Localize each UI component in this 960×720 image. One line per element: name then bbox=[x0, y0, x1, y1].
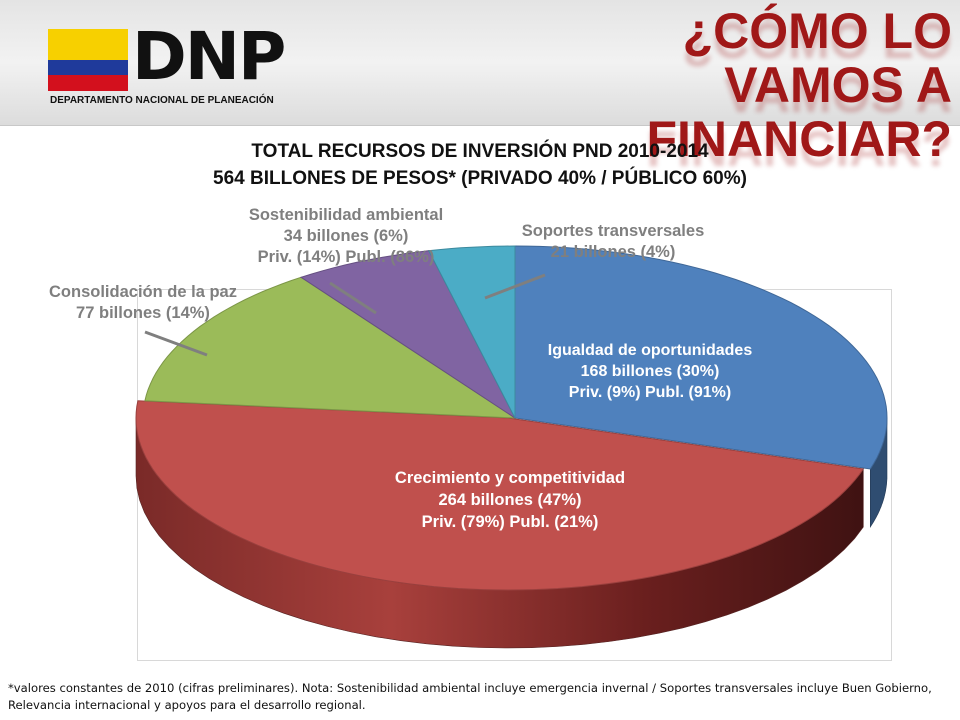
pie-slices bbox=[135, 245, 888, 591]
slice-label-sostenibilidad-ambiental: Sostenibilidad ambiental 34 billones (6%)… bbox=[249, 206, 443, 266]
footnote: *valores constantes de 2010 (cifras prel… bbox=[8, 681, 932, 712]
slide-title-line2: FINANCIAR? bbox=[646, 111, 952, 167]
slice-consolidaci-n-de-la-paz bbox=[144, 276, 517, 419]
slice-label-line: 264 billones (47%) bbox=[438, 491, 581, 509]
colombia-flag-icon bbox=[48, 29, 128, 91]
slice-label-line: 77 billones (14%) bbox=[76, 304, 210, 322]
chart-title: TOTAL RECURSOS DE INVERSIÓN PND 2010-201… bbox=[0, 138, 960, 192]
leader-lines bbox=[144, 273, 546, 357]
slide-title: ¿CÓMO LO VAMOS A FINANCIAR? bbox=[492, 4, 952, 166]
slice-label-line: 168 billones (30%) bbox=[581, 363, 720, 380]
header-band bbox=[0, 0, 960, 126]
slice-label-igualdad-de-oportunidades: Igualdad de oportunidades 168 billones (3… bbox=[548, 342, 753, 401]
slice-label-crecimiento-y-competitividad: Crecimiento y competitividad 264 billones… bbox=[395, 469, 625, 531]
slice-labels: Igualdad de oportunidades 168 billones (3… bbox=[49, 206, 752, 531]
slice-label-soportes-transversales: Soportes transversales 21 billones (4%) bbox=[522, 222, 705, 261]
dnp-logo: DNP DEPARTAMENTO NACIONAL DE PLANEACIÓN bbox=[48, 18, 298, 110]
slice-label-line: Crecimiento y competitividad bbox=[395, 469, 625, 487]
slide-title-line1: ¿CÓMO LO VAMOS A bbox=[682, 3, 952, 113]
slice-label-line: 21 billones (4%) bbox=[551, 243, 676, 261]
slice-sostenibilidad-ambiental bbox=[299, 250, 517, 420]
slice-label-consolidaci-n-de-la-paz: Consolidación de la paz 77 billones (14%) bbox=[49, 283, 237, 322]
slice-label-line: Priv. (9%) Publ. (91%) bbox=[569, 384, 731, 401]
logo-subtitle: DEPARTAMENTO NACIONAL DE PLANEACIÓN bbox=[50, 95, 274, 106]
slice-label-line: Igualdad de oportunidades bbox=[548, 342, 753, 359]
slice-label-line: 34 billones (6%) bbox=[284, 227, 409, 245]
leader-line-3 bbox=[329, 281, 377, 315]
slice-soportes-transversales bbox=[428, 245, 516, 419]
slice-label-line: Priv. (14%) Publ. (86%) bbox=[258, 248, 435, 266]
slice-igualdad-de-oportunidades bbox=[514, 245, 888, 470]
logo-mark: DNP bbox=[132, 18, 286, 95]
chart-title-line2: 564 BILLONES DE PESOS* (PRIVADO 40% / PÚ… bbox=[213, 168, 747, 189]
slice-label-line: Sostenibilidad ambiental bbox=[249, 206, 443, 224]
leader-line-2 bbox=[144, 330, 208, 357]
chart-title-line1: TOTAL RECURSOS DE INVERSIÓN PND 2010-201… bbox=[251, 141, 709, 162]
slice-crecimiento-y-competitividad bbox=[135, 400, 865, 591]
slice-label-line: Soportes transversales bbox=[522, 222, 705, 240]
leader-line-4 bbox=[484, 273, 546, 300]
slice-label-line: Priv. (79%) Publ. (21%) bbox=[422, 513, 599, 531]
slice-label-line: Consolidación de la paz bbox=[49, 283, 237, 301]
